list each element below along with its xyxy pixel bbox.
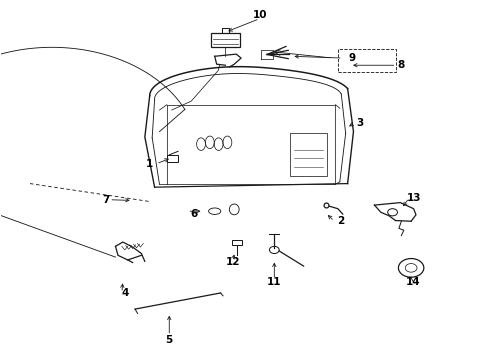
Text: 3: 3 (356, 118, 364, 128)
Text: 1: 1 (146, 159, 153, 169)
Text: 11: 11 (267, 277, 282, 287)
Text: 2: 2 (337, 216, 344, 226)
Text: 14: 14 (406, 277, 421, 287)
Text: 9: 9 (349, 53, 356, 63)
Bar (290, 134, 327, 176)
Text: 7: 7 (102, 195, 109, 205)
Text: 13: 13 (406, 193, 421, 203)
Text: 4: 4 (122, 288, 129, 298)
Bar (232, 240, 242, 245)
Bar (211, 33, 240, 47)
Bar (167, 155, 177, 162)
Text: 10: 10 (252, 10, 267, 20)
Text: 8: 8 (398, 60, 405, 70)
Text: 12: 12 (225, 257, 240, 267)
Text: 6: 6 (190, 209, 197, 219)
Bar (338, 49, 396, 72)
Text: 5: 5 (166, 334, 173, 345)
